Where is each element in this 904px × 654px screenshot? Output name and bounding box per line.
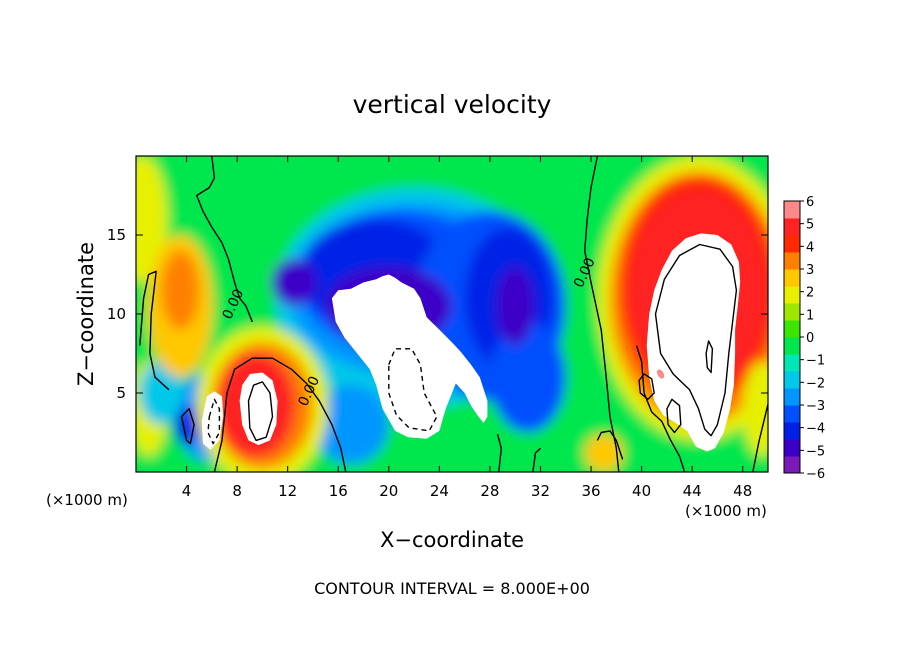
colorbar-label-3: 3 [806, 263, 814, 278]
x-tick-label-20: 20 [379, 482, 398, 500]
colorbar-label-0: 6 [806, 195, 814, 210]
contour-right-cell-lobe-2 [666, 398, 682, 434]
zero-contour-bottom-b [532, 447, 541, 472]
colorbar-swatch-8 [784, 320, 800, 338]
negative-contour-central [388, 348, 438, 432]
contour-right-cell-small [705, 340, 714, 374]
x-unit-right: (×1000 m) [685, 502, 767, 520]
field-cell-17 [312, 385, 389, 465]
colorbar-label-8: −2 [806, 376, 825, 391]
right-updraft-core [646, 233, 741, 452]
zero-contour-right-column [584, 156, 620, 472]
colorbar-swatch-6 [784, 354, 800, 372]
colorbar-label-5: 1 [806, 308, 814, 323]
colorbar-swatch-15 [784, 201, 800, 219]
y-tick-label-10: 10 [107, 305, 126, 323]
x-tick-label-24: 24 [430, 482, 449, 500]
x-tick-label-8: 8 [232, 482, 242, 500]
contour-right-cell-outer [654, 243, 738, 437]
colorbar-label-2: 4 [806, 240, 814, 255]
pink-spot [656, 369, 665, 379]
colorbar-label-10: −4 [806, 422, 825, 437]
contour-left-cell-inner [247, 381, 274, 442]
field-cell-12 [271, 258, 317, 307]
colorbar-swatch-5 [784, 371, 800, 389]
central-updraft-core [331, 274, 488, 439]
x-tick-label-4: 4 [182, 482, 192, 500]
field-cell-19 [161, 250, 200, 330]
colorbar-swatch-2 [784, 422, 800, 440]
zero-contour-bottom-c [596, 430, 624, 460]
x-axis: 4 8 12 16 20 24 28 32 36 40 44 48 [182, 156, 752, 500]
zero-contour-small [180, 408, 195, 445]
field-cell-16 [138, 361, 185, 425]
x-tick-label-36: 36 [581, 482, 600, 500]
colorbar-swatch-13 [784, 235, 800, 253]
colorbar-swatch-0 [784, 456, 800, 474]
plot-area [136, 156, 768, 472]
colorbar-label-11: −5 [806, 444, 825, 459]
y-tick-label-15: 15 [107, 226, 126, 244]
zero-contour-right-lower [635, 345, 686, 472]
y-axis: 5 10 15 [107, 226, 768, 402]
contour-interval-note: CONTOUR INTERVAL = 8.000E+00 [314, 579, 590, 598]
colorbar-label-7: −1 [806, 354, 825, 369]
colorbar: 6 5 4 3 2 1 0 −1 −2 −3 −4 −5 −6 [783, 195, 825, 482]
colorbar-label-4: 2 [806, 286, 814, 301]
colorbar-swatch-11 [784, 269, 800, 287]
field-cell-15 [173, 404, 200, 446]
colorbar-swatch-7 [784, 337, 800, 355]
colorbar-label-1: 5 [806, 218, 814, 233]
y-axis-label: Z−coordinate [74, 242, 98, 386]
chart-title: vertical velocity [353, 90, 552, 119]
x-tick-label-32: 32 [531, 482, 550, 500]
zero-contour-left-edge [139, 270, 170, 391]
field-cell-28 [742, 361, 768, 457]
colorbar-swatch-1 [784, 439, 800, 457]
colorbar-label-9: −3 [806, 399, 825, 414]
colorbar-label-6: 0 [806, 331, 814, 346]
colorbar-swatch-10 [784, 286, 800, 304]
y-tick-label-5: 5 [116, 384, 126, 402]
zero-contour-left-cell [213, 357, 347, 472]
field-cell-11 [496, 266, 535, 346]
zero-contour-bottom-a [496, 433, 502, 472]
x-tick-label-12: 12 [278, 482, 297, 500]
x-tick-label-44: 44 [683, 482, 702, 500]
colorbar-swatch-9 [784, 303, 800, 321]
x-tick-label-16: 16 [329, 482, 348, 500]
zero-contour-left-upper [196, 156, 253, 323]
colorbar-label-12: −6 [806, 467, 825, 482]
negative-contour-left [207, 398, 221, 445]
contour-right-cell-lobe [638, 373, 655, 400]
x-tick-label-40: 40 [632, 482, 651, 500]
x-tick-label-28: 28 [480, 482, 499, 500]
colorbar-swatch-4 [784, 388, 800, 406]
zero-contour-right-edge [752, 403, 768, 472]
colorbar-swatch-12 [784, 252, 800, 270]
x-unit-left: (×1000 m) [46, 491, 128, 509]
colorbar-swatch-3 [784, 405, 800, 423]
x-axis-label: X−coordinate [380, 528, 524, 552]
zero-contour-lines [139, 156, 768, 472]
colorbar-swatch-14 [784, 218, 800, 236]
field-cell-27 [584, 434, 623, 472]
x-tick-label-48: 48 [733, 482, 752, 500]
field-cell-9 [489, 321, 566, 433]
